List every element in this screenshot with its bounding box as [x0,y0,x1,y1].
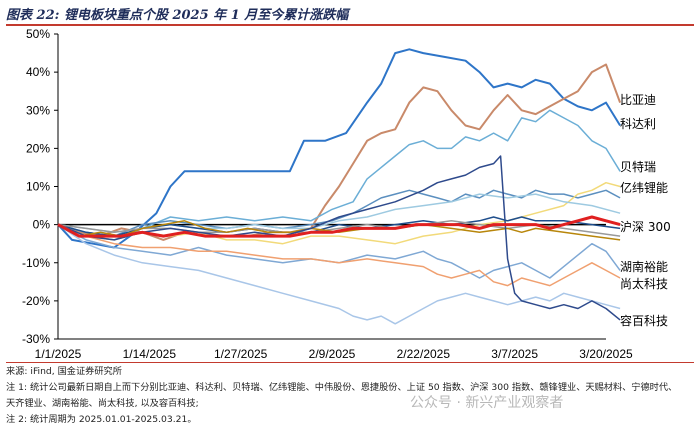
y-tick-label: 10% [26,180,50,194]
series-lines [57,48,622,325]
series-line [57,181,621,245]
series-label: 比亚迪 [620,93,656,107]
y-tick-label: 30% [26,103,50,117]
y-tick-label: 50% [26,27,50,41]
series-line [57,48,621,249]
x-tick-label: 3/7/2025 [491,347,538,361]
series-line [57,215,621,238]
y-tick-label: 20% [26,141,50,155]
series-label: 容百科技 [620,313,668,328]
note-1: 注 1: 统计公司最新日期自上而下分别比亚迪、科达利、贝特瑞、亿纬锂能、中伟股份… [6,382,678,393]
series-label: 湖南裕能 [620,259,668,274]
series-label: 亿纬锂能 [620,180,668,195]
y-tick-label: -10% [22,256,50,270]
series-line [57,223,621,287]
note-2: 注 2: 统计周期为 2025.01.01-2025.03.21。 [6,414,197,425]
x-tick-label: 1/14/2025 [123,347,177,361]
watermark: 公众号 · 新兴产业观察者 [410,395,564,411]
series-line [57,155,621,321]
series-line [57,223,621,325]
x-tick-label: 1/1/2025 [35,347,82,361]
x-tick-label: 2/9/2025 [309,347,356,361]
y-tick-label: 0% [33,218,51,232]
y-tick-label: 40% [26,65,50,79]
y-axis: -30% -20% -10% 0% 10% 20% 30% 40% 50% [22,27,59,346]
series-label: 贝特瑞 [620,159,656,174]
notes-rule [6,362,694,363]
line-chart: -30% -20% -10% 0% 10% 20% 30% 40% 50% 1/1/2025 1/… [22,27,671,361]
chart-title: 图表 22: 锂电板块重点个股 2025 年 1 月至今累计涨跌幅 [6,8,349,23]
series-label: 沪深 300 [620,220,671,234]
y-tick-label: -20% [22,294,50,308]
series-line [57,189,621,237]
chart-notes: 来源: iFind, 国金证券研究所 注 1: 统计公司最新日期自上而下分别比亚… [6,364,694,428]
series-label: 科达利 [620,117,656,131]
note-1b: 天齐锂业、湖南裕能、尚太科技, 以及容百科技; [6,398,199,409]
source-note: 来源: iFind, 国金证券研究所 [6,366,122,377]
x-tick-label: 1/27/2025 [214,347,268,361]
series-line [57,109,621,241]
series-line [57,223,621,279]
x-tick-label: 2/22/2025 [397,347,451,361]
series-label: 尚太科技 [620,276,668,291]
y-tick-label: -30% [22,332,50,346]
title-rule [6,24,694,26]
x-tick-label: 3/20/2025 [579,347,633,361]
